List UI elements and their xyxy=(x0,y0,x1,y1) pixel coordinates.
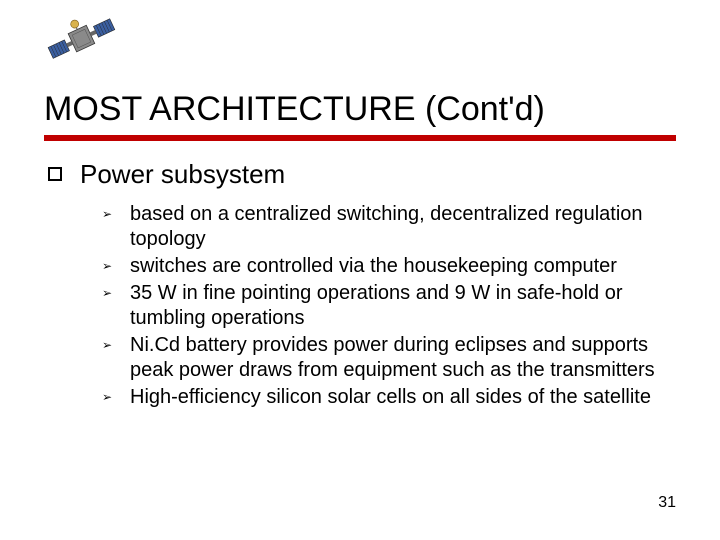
title-underline xyxy=(44,135,676,141)
list-item: ➢ 35 W in fine pointing operations and 9… xyxy=(102,281,676,331)
page-title: MOST ARCHITECTURE (Cont'd) xyxy=(44,90,676,129)
page-number: 31 xyxy=(658,494,676,512)
bullet-lvl1-text: Power subsystem xyxy=(80,159,285,190)
list-item: ➢ switches are controlled via the housek… xyxy=(102,254,676,279)
arrow-icon: ➢ xyxy=(102,390,114,404)
list-item: ➢ High-efficiency silicon solar cells on… xyxy=(102,385,676,410)
list-item-text: Ni.Cd battery provides power during ecli… xyxy=(130,333,676,383)
dish xyxy=(69,19,80,30)
satellite-icon xyxy=(44,14,124,74)
satellite-body xyxy=(68,25,95,52)
list-item-text: switches are controlled via the housekee… xyxy=(130,254,617,279)
arrow-icon: ➢ xyxy=(102,259,114,273)
list-item-text: based on a centralized switching, decent… xyxy=(130,202,676,252)
arrow-icon: ➢ xyxy=(102,207,114,221)
list-item-text: 35 W in fine pointing operations and 9 W… xyxy=(130,281,676,331)
list-item-text: High-efficiency silicon solar cells on a… xyxy=(130,385,651,410)
list-item: ➢ based on a centralized switching, dece… xyxy=(102,202,676,252)
list-item: ➢ Ni.Cd battery provides power during ec… xyxy=(102,333,676,383)
slide: MOST ARCHITECTURE (Cont'd) Power subsyst… xyxy=(0,0,720,540)
arrow-icon: ➢ xyxy=(102,286,114,300)
arrow-icon: ➢ xyxy=(102,338,114,352)
content-area: Power subsystem ➢ based on a centralized… xyxy=(44,159,676,410)
bullet-lvl2-list: ➢ based on a centralized switching, dece… xyxy=(102,202,676,410)
hollow-square-icon xyxy=(48,167,62,181)
bullet-lvl1: Power subsystem xyxy=(48,159,676,190)
